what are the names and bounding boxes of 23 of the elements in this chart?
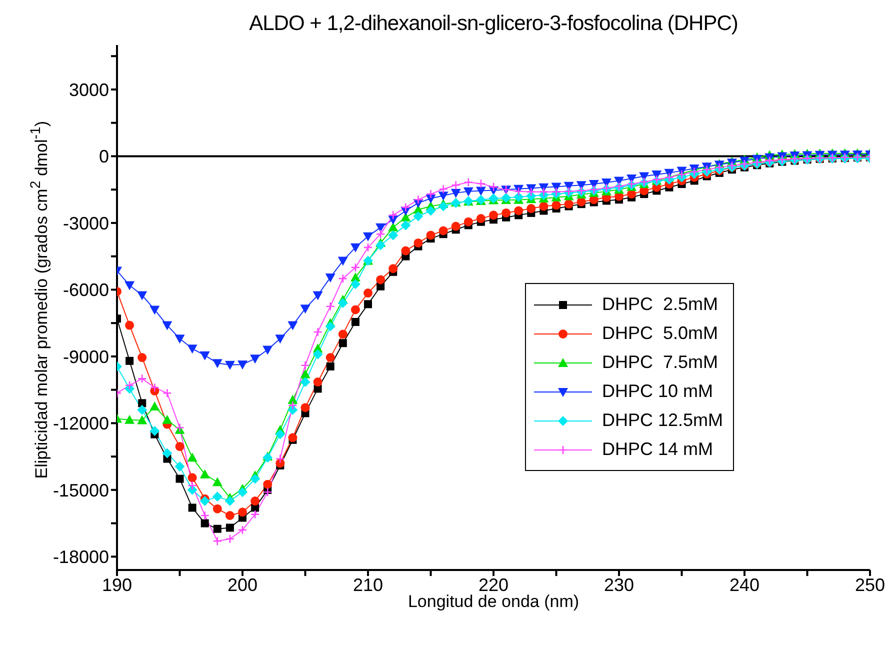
legend-label: DHPC 10 mM xyxy=(602,381,714,402)
y-tick-label: -15000 xyxy=(52,480,109,500)
y-tick-label: -3000 xyxy=(62,213,109,234)
y-tick-label: -12000 xyxy=(52,414,109,434)
x-tick-label: 230 xyxy=(604,574,634,595)
x-axis-title: Longitud de onda (nm) xyxy=(408,592,580,611)
legend-label: DHPC 5.0mM xyxy=(602,323,718,344)
legend-label: DHPC 7.5mM xyxy=(602,352,718,373)
x-tick-label: 240 xyxy=(729,574,760,595)
legend-label: DHPC 2.5mM xyxy=(602,294,718,315)
x-tick-label: 220 xyxy=(478,574,509,595)
y-tick-label: -18000 xyxy=(52,547,109,568)
y-tick-label: 0 xyxy=(98,146,109,167)
legend-label: DHPC 14 mM xyxy=(602,439,714,460)
x-tick-label: 210 xyxy=(352,574,384,595)
x-tick-label: 190 xyxy=(102,574,132,595)
legend-label: DHPC 12.5mM xyxy=(602,410,724,431)
chart-title: ALDO + 1,2-dihexanoil-sn-glicero-3-fosfocolina (DHPC) xyxy=(248,12,739,36)
x-tick-label: 250 xyxy=(854,574,886,595)
y-tick-label: -9000 xyxy=(62,346,109,367)
y-tick-label: 3000 xyxy=(68,80,109,100)
y-tick-label: -6000 xyxy=(62,280,109,300)
x-tick-label: 200 xyxy=(227,574,258,595)
